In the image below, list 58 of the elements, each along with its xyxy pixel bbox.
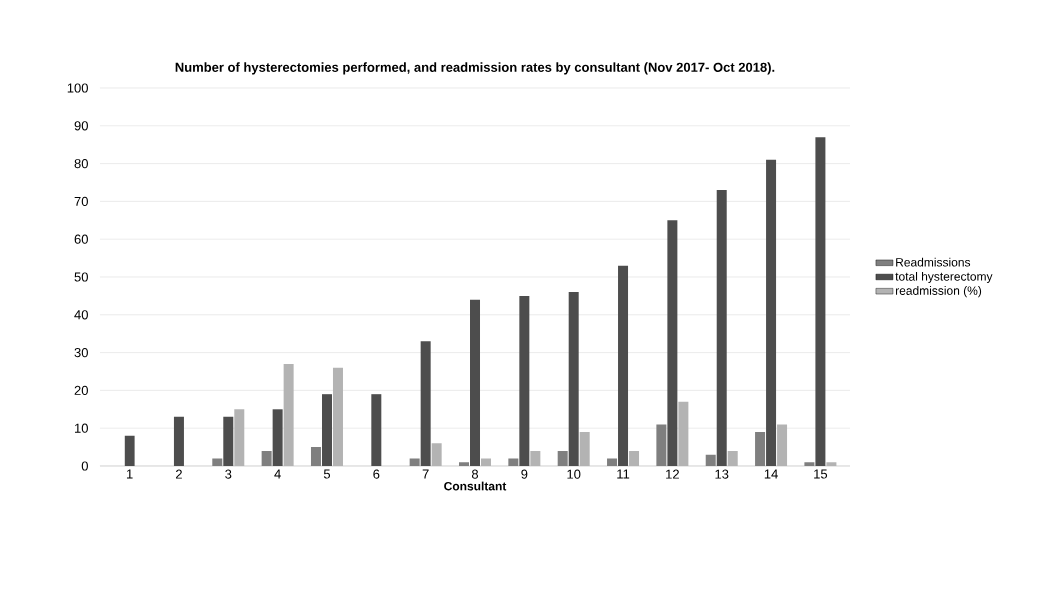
x-tick-label: 12 (666, 469, 679, 479)
bar (459, 462, 469, 466)
x-tick-label: 3 (225, 469, 232, 479)
bar (766, 159, 777, 466)
bar (310, 447, 321, 466)
bar (618, 265, 629, 466)
bar (321, 394, 332, 466)
bar (568, 292, 579, 466)
y-tick-label: 100 (67, 83, 88, 93)
x-tick-label: 13 (715, 469, 729, 479)
bar (508, 458, 519, 466)
x-tick-label: 1 (126, 469, 133, 479)
bar (755, 431, 766, 466)
x-tick-label: 10 (567, 469, 581, 479)
x-tick-label: 6 (373, 469, 380, 479)
x-tick-label: 14 (764, 469, 778, 479)
x-tick-label: 9 (521, 469, 528, 479)
x-tick-label: 8 (471, 469, 479, 479)
bar (804, 462, 815, 466)
y-tick-label: 70 (74, 196, 88, 206)
bar (212, 458, 223, 466)
y-tick-label: 40 (74, 310, 88, 320)
y-tick-label: 50 (74, 272, 88, 282)
bar (557, 450, 568, 466)
bar (409, 458, 420, 466)
bar (371, 394, 382, 466)
bar (667, 220, 678, 466)
x-tick-label: 11 (617, 469, 630, 479)
bar (124, 435, 135, 466)
bar (223, 416, 234, 466)
legend-label: readmission (%) (895, 286, 982, 298)
bar (815, 137, 826, 466)
chart-title: Number of hysterectomies performed, and readmission rates by consultant (Nov 2017- Oct 2018). (175, 62, 775, 75)
x-axis-title: Consultant (444, 481, 507, 491)
y-tick-label: 10 (75, 423, 88, 433)
x-tick-label: 4 (274, 469, 281, 479)
bar (607, 458, 618, 466)
x-tick-label: 2 (175, 469, 182, 479)
bar (470, 299, 481, 466)
legend-label: total hysterectomy (895, 271, 993, 284)
bar (656, 424, 667, 466)
bar (173, 416, 184, 466)
bar (272, 409, 283, 466)
y-tick-label: 0 (81, 461, 88, 471)
bar (716, 190, 727, 466)
y-tick-label: 90 (74, 121, 88, 131)
x-tick-label: 15 (814, 469, 828, 479)
y-tick-label: 80 (74, 158, 88, 169)
bar (519, 295, 530, 466)
x-tick-label: 7 (422, 469, 429, 479)
y-tick-label: 20 (74, 385, 88, 395)
y-tick-label: 30 (74, 347, 88, 358)
bar (420, 341, 431, 466)
bar (705, 454, 716, 466)
legend-label: Readmissions (896, 257, 971, 267)
x-tick-label: 5 (323, 469, 331, 479)
y-tick-label: 60 (74, 234, 88, 244)
bar (261, 450, 272, 466)
